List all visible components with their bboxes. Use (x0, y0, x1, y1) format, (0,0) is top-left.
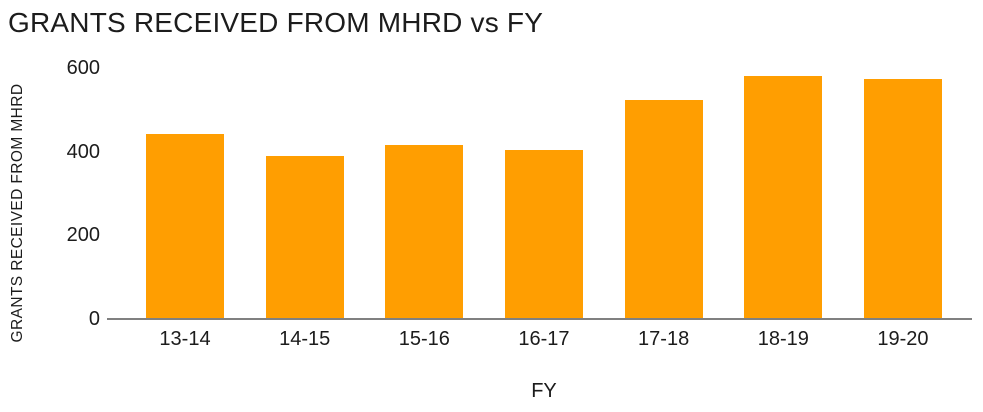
bar-14-15[interactable] (265, 156, 344, 319)
bar-slot: 13-14 (146, 68, 224, 350)
bar-13-14[interactable] (146, 134, 224, 319)
y-tick-label: 600 (66, 57, 100, 79)
chart-title: GRANTS RECEIVED FROM MHRD vs FY (8, 7, 544, 38)
bar-slot: 15-16 (385, 68, 464, 350)
x-tick-label: 13-14 (159, 328, 211, 350)
x-tick-label: 14-15 (279, 328, 331, 350)
bar-slot: 14-15 (265, 68, 344, 350)
bar-slot: 17-18 (624, 68, 703, 350)
x-tick-label: 15-16 (398, 328, 450, 350)
y-tick-label: 200 (66, 224, 100, 247)
bars-container: 13-14 14-15 15-16 16-17 17-18 18-19 19-20 (146, 68, 942, 350)
bar-18-19[interactable] (744, 76, 823, 319)
y-tick-label: 0 (88, 308, 100, 330)
bar-slot: 19-20 (863, 68, 942, 350)
bar-slot: 16-17 (504, 68, 583, 350)
x-axis-line (107, 318, 972, 320)
x-axis-title: FY (531, 380, 557, 402)
bar-19-20[interactable] (863, 78, 942, 319)
y-tick-label: 400 (66, 140, 100, 163)
bar-15-16[interactable] (385, 145, 464, 319)
x-tick-label: 16-17 (518, 328, 570, 350)
bar-17-18[interactable] (624, 99, 703, 319)
bar-16-17[interactable] (504, 150, 583, 319)
y-axis-title: GRANTS RECEIVED FROM MHRD (9, 83, 26, 343)
x-tick-label: 17-18 (638, 328, 690, 350)
bar-slot: 18-19 (744, 68, 823, 350)
x-tick-label: 19-20 (877, 328, 929, 350)
x-tick-label: 18-19 (757, 328, 809, 350)
